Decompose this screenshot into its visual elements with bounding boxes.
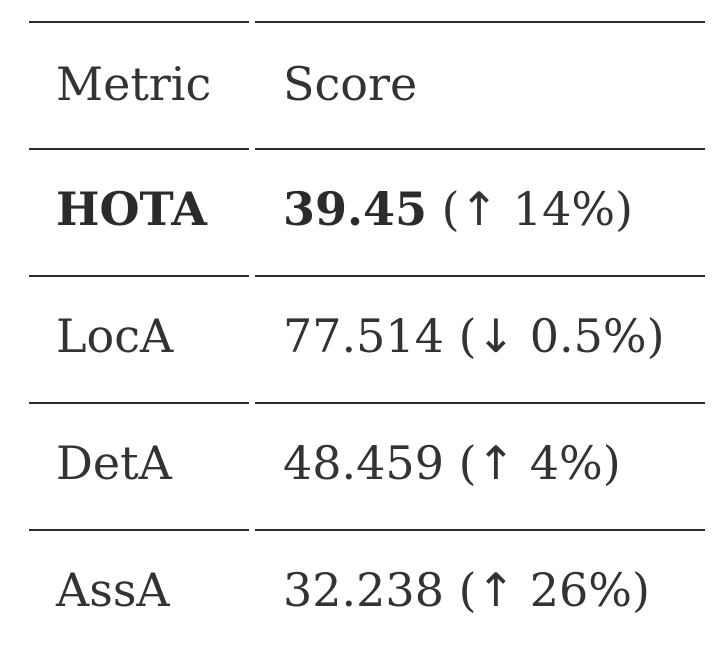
row-rule-left	[29, 148, 249, 150]
row-rule-left	[29, 275, 249, 277]
metric-name: HOTA	[56, 182, 207, 236]
score-change: 4%	[529, 436, 603, 490]
paren-close: )	[646, 309, 665, 363]
metric-name: LocA	[56, 309, 174, 363]
score-value: 48.459	[283, 436, 444, 490]
table-row: HOTA 39.45 (↑ 14%)	[29, 148, 705, 275]
paren-open: (	[458, 309, 477, 363]
paren-close: )	[602, 436, 621, 490]
metrics-table: Metric Score HOTA 39.45 (↑ 14%) LocA 77.…	[29, 0, 705, 656]
metric-name: AssA	[56, 563, 170, 617]
row-rule-right	[255, 402, 705, 404]
paren-close: )	[631, 563, 650, 617]
table-header-row: Metric Score	[29, 0, 705, 148]
arrow-up-icon: ↑	[476, 563, 516, 617]
table-row: AssA 32.238 (↑ 26%)	[29, 529, 705, 656]
paren-open: (	[441, 182, 460, 236]
score-value: 32.238	[283, 563, 444, 617]
row-rule-right	[255, 529, 705, 531]
arrow-up-icon: ↑	[476, 436, 516, 490]
metric-column-header: Metric	[56, 57, 212, 111]
paren-open: (	[458, 563, 477, 617]
score-cell: 48.459 (↑ 4%)	[283, 440, 621, 486]
header-top-rule-right	[255, 21, 705, 23]
metric-name: DetA	[56, 436, 172, 490]
arrow-down-icon: ↓	[476, 309, 516, 363]
paren-open: (	[458, 436, 477, 490]
score-cell: 77.514 (↓ 0.5%)	[283, 313, 665, 359]
score-column-header: Score	[283, 57, 418, 111]
row-rule-right	[255, 148, 705, 150]
header-top-rule-left	[29, 21, 249, 23]
row-rule-left	[29, 529, 249, 531]
paren-close: )	[615, 182, 633, 236]
score-change: 26%	[529, 563, 632, 617]
row-rule-right	[255, 275, 705, 277]
score-value: 39.45	[283, 182, 428, 236]
score-value: 77.514	[283, 309, 444, 363]
arrow-up-icon: ↑	[459, 182, 499, 236]
row-rule-left	[29, 402, 249, 404]
score-cell: 32.238 (↑ 26%)	[283, 567, 650, 613]
score-change: 0.5%	[529, 309, 647, 363]
score-cell: 39.45 (↑ 14%)	[283, 186, 633, 232]
table-row: LocA 77.514 (↓ 0.5%)	[29, 275, 705, 402]
table-row: DetA 48.459 (↑ 4%)	[29, 402, 705, 529]
score-change: 14%	[512, 182, 616, 236]
